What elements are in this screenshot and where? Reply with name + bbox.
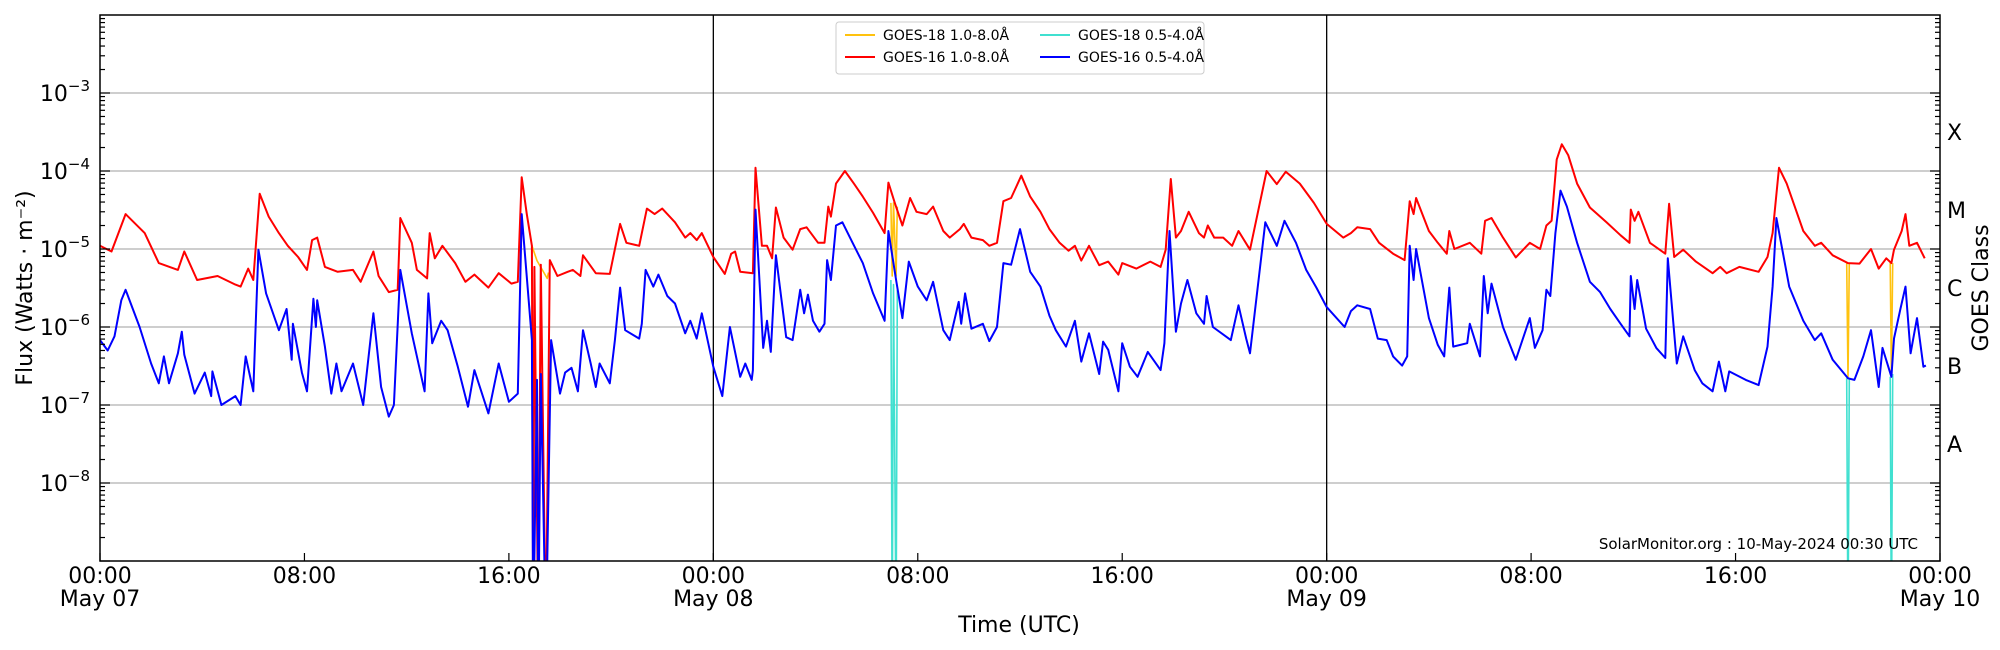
y-tick-base: 10 [40, 238, 68, 263]
series-line-goes-16-1-0-8-0- [100, 143, 1926, 561]
y-axis-label: Flux (Watts · m⁻²) [13, 190, 38, 385]
goes-class-label: X [1947, 121, 1962, 146]
legend-label: GOES-18 0.5-4.0Å [1078, 27, 1204, 44]
series-line-goes-18-1-0-8-0- [531, 245, 550, 280]
y-tick-exponent: −6 [68, 311, 90, 329]
y-tick-exponent: −4 [68, 155, 90, 173]
x-tick-time: 16:00 [477, 564, 540, 589]
x-tick-time: 16:00 [1704, 564, 1767, 589]
y-tick-label: 10−6 [40, 311, 90, 341]
x-tick-time: 08:00 [273, 564, 336, 589]
y-tick-base: 10 [40, 160, 68, 185]
goes-class-label: M [1947, 199, 1966, 224]
y-tick-exponent: −3 [68, 77, 90, 95]
goes-class-label: C [1947, 277, 1962, 302]
plot-frame [99, 14, 1941, 562]
x-tick-time: 00:00 [682, 564, 745, 589]
source-annotation: SolarMonitor.org : 10-May-2024 00:30 UTC [1599, 535, 1918, 553]
y-tick-base: 10 [40, 472, 68, 497]
x-tick-time: 00:00 [1295, 564, 1358, 589]
right-axis-label: GOES Class [1969, 224, 1994, 351]
legend-label: GOES-16 0.5-4.0Å [1078, 49, 1204, 66]
series-line-goes-18-1-0-8-0- [1845, 263, 1851, 380]
x-tick-date: May 10 [1900, 587, 1980, 612]
x-axis-label: Time (UTC) [957, 613, 1080, 638]
series-line-goes-16-0-5-4-0- [100, 189, 1927, 561]
series-line-goes-18-0-5-4-0- [1845, 378, 1851, 561]
goes-class-label: A [1947, 433, 1962, 458]
y-tick-labels: 10−810−710−610−510−410−3 [40, 77, 90, 497]
day-boundary-lines [712, 15, 1328, 561]
y-tick-exponent: −7 [68, 389, 90, 407]
y-tick-label: 10−3 [40, 77, 90, 107]
series-line-goes-18-0-5-4-0- [890, 279, 899, 561]
legend: GOES-18 1.0-8.0Å GOES-18 0.5-4.0Å GOES-16 … [835, 21, 1205, 75]
x-tick-time: 16:00 [1091, 564, 1154, 589]
x-tick-time: 00:00 [68, 564, 131, 589]
series-group [100, 143, 1927, 561]
legend-box [835, 21, 1205, 75]
series-line-goes-18-0-5-4-0- [1889, 373, 1894, 561]
y-tick-base: 10 [40, 82, 68, 107]
y-tick-label: 10−4 [40, 155, 90, 185]
y-tick-base: 10 [40, 394, 68, 419]
goes-class-labels: A B C M X [1947, 121, 1966, 458]
y-tick-label: 10−5 [40, 233, 90, 263]
y-tick-label: 10−7 [40, 389, 90, 419]
x-tick-date: May 09 [1286, 587, 1366, 612]
legend-label: GOES-18 1.0-8.0Å [883, 27, 1009, 44]
legend-label: GOES-16 1.0-8.0Å [883, 49, 1009, 66]
y-tick-base: 10 [40, 316, 68, 341]
goes-class-label: B [1947, 355, 1962, 380]
y-tick-exponent: −5 [68, 233, 90, 251]
x-tick-time: 08:00 [886, 564, 949, 589]
x-tick-date: May 07 [60, 587, 140, 612]
x-tick-time: 00:00 [1908, 564, 1971, 589]
x-tick-date: May 08 [673, 587, 753, 612]
x-tick-time: 08:00 [1499, 564, 1562, 589]
axis-ticks [99, 17, 1941, 562]
y-tick-exponent: −8 [68, 467, 90, 485]
grid-lines [100, 92, 1940, 484]
y-tick-label: 10−8 [40, 467, 90, 497]
